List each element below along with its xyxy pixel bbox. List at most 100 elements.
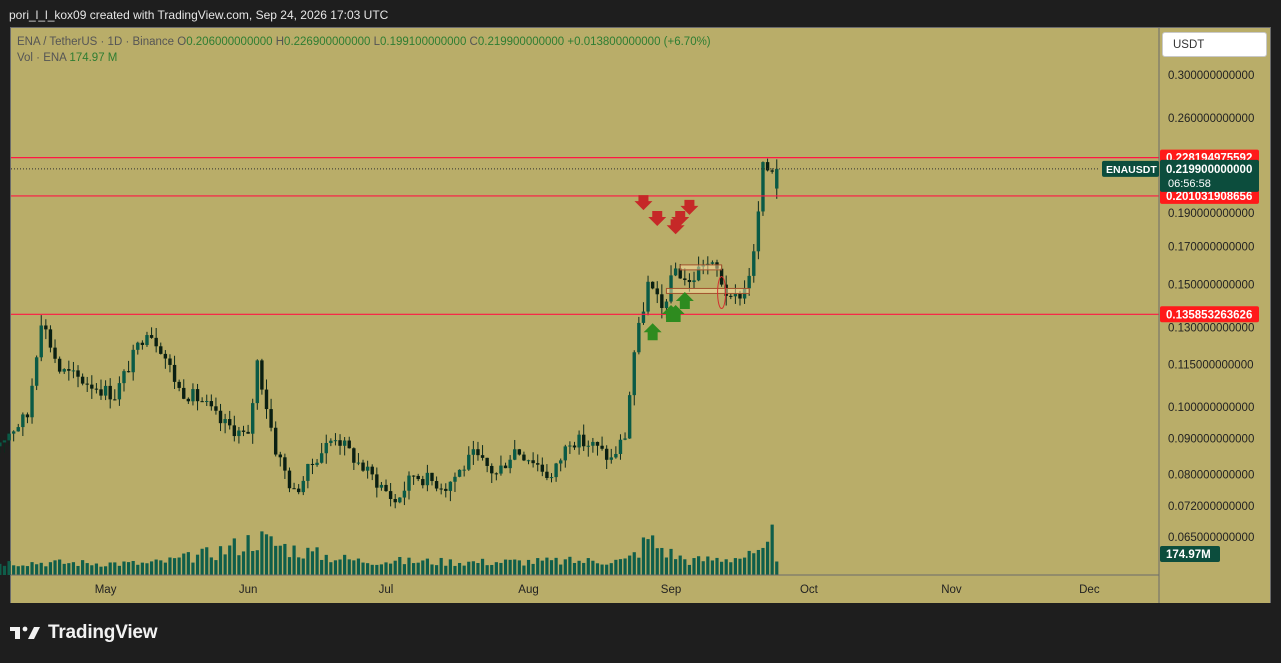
candle-body	[264, 389, 269, 410]
candle-body	[494, 473, 499, 475]
candle-body	[687, 279, 692, 283]
candle	[660, 284, 664, 319]
volume-bar	[343, 554, 347, 575]
candle-body	[499, 465, 503, 474]
volume-bar	[209, 557, 213, 575]
candle	[526, 459, 531, 465]
volume-bar	[563, 559, 567, 575]
candle	[370, 464, 374, 481]
volume-bar	[122, 561, 126, 575]
candle-body	[168, 358, 172, 365]
volume-bar	[765, 541, 770, 575]
volume-bar	[600, 564, 604, 575]
candle	[117, 376, 122, 406]
candle-body	[99, 389, 103, 396]
volume-bar	[292, 545, 296, 575]
volume-bar	[471, 561, 475, 575]
candle	[388, 483, 393, 507]
candle	[0, 437, 2, 453]
price-tick-label: 0.260000000000	[1168, 113, 1254, 125]
candle	[627, 391, 632, 439]
level-price-label: 0.201031908656	[1166, 191, 1252, 203]
candle	[16, 423, 20, 432]
currency-selector-button[interactable]: USDT	[1162, 32, 1267, 57]
candle-body	[241, 430, 246, 432]
candle	[513, 439, 517, 461]
volume-bar	[664, 557, 669, 575]
candle	[315, 459, 319, 467]
volume-bar	[669, 548, 673, 575]
volume-bar	[508, 559, 512, 575]
candle-body	[664, 301, 669, 309]
price-tick-label: 0.130000000000	[1168, 323, 1254, 335]
volume-bar	[660, 547, 664, 575]
candle-body	[361, 462, 365, 471]
candle-body	[310, 463, 315, 465]
candle	[154, 327, 158, 353]
price-tick-label: 0.072000000000	[1168, 501, 1254, 513]
volume-bar	[352, 560, 356, 575]
candle-body	[370, 466, 374, 475]
candle-body	[729, 295, 733, 297]
time-tick-label: Dec	[1079, 584, 1100, 596]
candle	[545, 464, 549, 481]
candle-body	[342, 440, 347, 446]
candle-body	[747, 275, 751, 289]
candle	[200, 397, 204, 403]
candle	[310, 458, 315, 475]
level-price-tag	[1160, 187, 1259, 204]
candle-body	[448, 481, 453, 491]
volume-bar	[526, 559, 531, 575]
volume-bar	[283, 543, 287, 575]
candle	[122, 369, 126, 392]
candle	[559, 458, 563, 472]
volume-bar	[366, 563, 370, 575]
candle-body	[347, 440, 351, 449]
volume-bar	[536, 558, 540, 575]
volume-bar	[177, 557, 181, 575]
candle	[149, 327, 154, 339]
candle	[618, 434, 623, 460]
volume-bar	[738, 558, 742, 575]
candle	[421, 475, 425, 489]
candle	[761, 161, 765, 216]
candle	[499, 455, 503, 476]
candle	[269, 398, 273, 432]
volume-bar	[361, 562, 365, 575]
candle-body	[761, 162, 765, 212]
candle	[136, 341, 140, 355]
candle	[255, 359, 260, 410]
volume-bar	[674, 559, 678, 575]
candle-body	[39, 325, 43, 358]
candle	[411, 475, 416, 485]
candle	[752, 244, 756, 283]
candle	[159, 342, 163, 355]
volume-bar	[559, 564, 563, 575]
volume-bar	[347, 559, 351, 575]
candle	[650, 281, 655, 290]
level-price-label: 0.135853263626	[1166, 309, 1252, 321]
candle-body	[329, 440, 333, 443]
candle-body	[172, 364, 177, 382]
time-tick-label: Nov	[941, 584, 962, 596]
candle-body	[738, 294, 742, 299]
candle-body	[30, 385, 34, 418]
candle	[103, 380, 108, 401]
volume-bar	[58, 559, 62, 575]
candle-body	[416, 475, 420, 480]
candle	[260, 358, 264, 395]
price-tick-label: 0.090000000000	[1168, 434, 1254, 446]
candle-body	[260, 360, 264, 390]
candle	[517, 448, 522, 456]
volume-bar	[411, 563, 416, 575]
candle-body	[388, 491, 393, 499]
candle	[568, 441, 572, 454]
candle-body	[352, 448, 356, 463]
volume-bar	[591, 560, 595, 575]
candle-body	[775, 168, 779, 189]
volume-bar	[163, 562, 167, 575]
candle	[209, 394, 214, 411]
candle	[623, 432, 627, 441]
tradingview-logo[interactable]: TradingView	[10, 621, 158, 645]
